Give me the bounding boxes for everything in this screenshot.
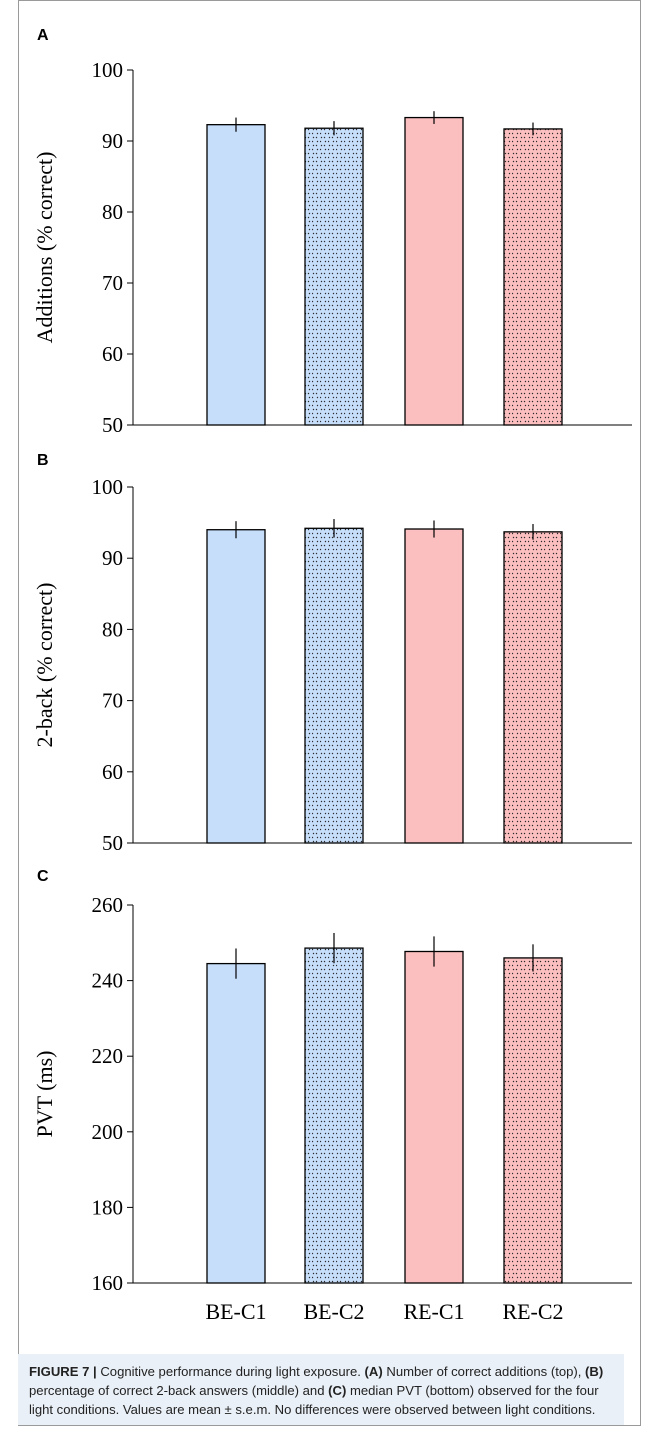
bar-re-c1: [404, 950, 464, 1284]
bar-be-c2: [304, 527, 364, 844]
figure-caption: FIGURE 7 | Cognitive performance during …: [18, 1354, 624, 1425]
caption-b-label: (B): [585, 1364, 604, 1379]
y-tick-label: 50: [102, 413, 123, 437]
y-axis-title: PVT (ms): [32, 1051, 57, 1138]
y-tick-label: 60: [102, 342, 123, 366]
x-tick-label: RE-C1: [403, 1299, 464, 1324]
caption-text-1: Cognitive performance during light expos…: [96, 1364, 365, 1379]
y-tick-label: 100: [92, 475, 124, 499]
caption-text-4: median PVT (bottom) observed for the fou…: [29, 1383, 599, 1417]
chart-panel-a: A 50 60 70 80 90 100 Additions (% correct): [32, 27, 632, 437]
bar-be-c2: [304, 127, 364, 426]
chart-panel-c: C 160 180 200 220 240 260 PVT (ms): [32, 868, 632, 1295]
y-tick-label: 70: [102, 689, 123, 713]
bar-be-c1: [206, 529, 266, 844]
y-tick-label: 50: [102, 831, 123, 855]
y-axis-title: 2-back (% correct): [32, 583, 57, 748]
panel-label: B: [37, 452, 49, 469]
y-tick-label: 260: [92, 893, 124, 917]
y-tick-label: 220: [92, 1044, 124, 1068]
figure-border: [18, 0, 641, 1426]
y-tick-label: 100: [92, 58, 124, 82]
panel-label: C: [37, 868, 49, 885]
y-tick-label: 90: [102, 129, 123, 153]
bar-be-c1: [206, 124, 266, 426]
x-tick-label: BE-C1: [205, 1299, 266, 1324]
y-tick-label: 160: [92, 1271, 124, 1295]
bar-re-c1: [404, 528, 464, 844]
bar-be-c2: [304, 947, 364, 1284]
caption-label: FIGURE 7 |: [29, 1364, 97, 1379]
bar-re-c2: [503, 957, 563, 1284]
y-tick-label: 200: [92, 1120, 124, 1144]
chart-panel-b: B 50 60 70 80 90 100 2-back (% correct): [32, 452, 632, 855]
bar-re-c2: [503, 128, 563, 426]
panel-label: A: [37, 27, 49, 44]
y-tick-label: 60: [102, 760, 123, 784]
bar-be-c1: [206, 962, 266, 1284]
y-tick-label: 80: [102, 200, 123, 224]
y-tick-label: 70: [102, 271, 123, 295]
caption-text-3: percentage of correct 2-back answers (mi…: [29, 1383, 329, 1398]
x-tick-label: BE-C2: [303, 1299, 364, 1324]
y-tick-label: 90: [102, 546, 123, 570]
y-tick-label: 80: [102, 617, 123, 641]
y-tick-label: 180: [92, 1195, 124, 1219]
x-tick-label: RE-C2: [502, 1299, 563, 1324]
caption-c-label: (C): [328, 1383, 347, 1398]
y-tick-label: 240: [92, 969, 124, 993]
bar-re-c2: [503, 531, 563, 844]
bar-re-c1: [404, 116, 464, 426]
caption-text-2: Number of correct additions (top),: [382, 1364, 586, 1379]
caption-a-label: (A): [364, 1364, 383, 1379]
y-axis-title: Additions (% correct): [32, 152, 57, 344]
